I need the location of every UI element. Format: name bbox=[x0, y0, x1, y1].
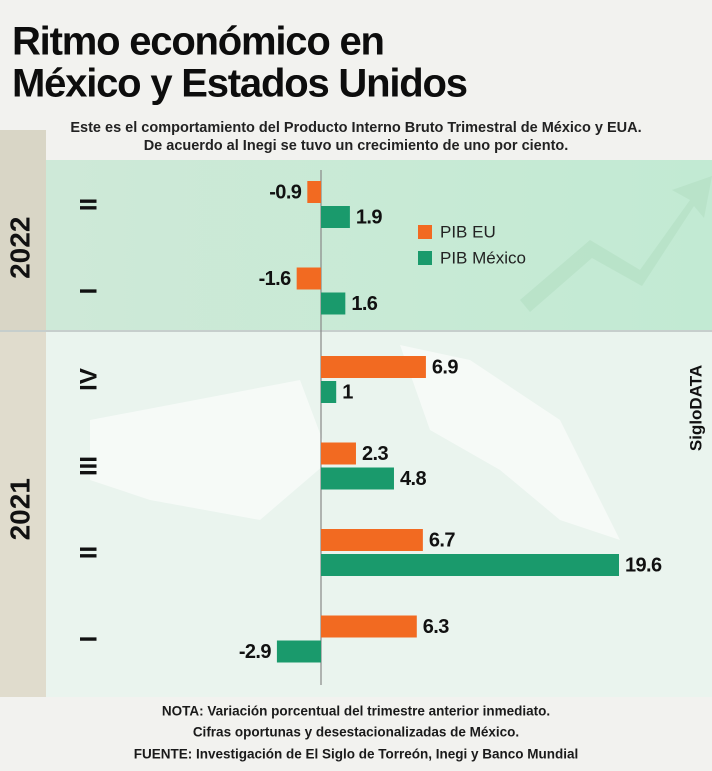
legend-swatch bbox=[418, 251, 432, 265]
value-label: 2.3 bbox=[362, 443, 388, 465]
year-label: 2021 bbox=[4, 478, 35, 540]
legend-swatch bbox=[418, 225, 432, 239]
bar bbox=[321, 356, 426, 378]
year-label: 2022 bbox=[4, 217, 35, 279]
bar bbox=[321, 467, 394, 490]
value-label: 6.3 bbox=[423, 616, 449, 638]
quarter-label: I bbox=[75, 288, 102, 295]
bar bbox=[321, 554, 619, 576]
chart-title: Ritmo económico en bbox=[12, 20, 384, 64]
map-decor bbox=[90, 345, 620, 540]
bar bbox=[307, 181, 321, 203]
value-label: -0.9 bbox=[269, 181, 302, 203]
value-label: -2.9 bbox=[239, 641, 272, 663]
bar bbox=[321, 442, 356, 465]
arrow-decor bbox=[520, 176, 712, 312]
bar bbox=[321, 292, 346, 315]
legend-label: PIB México bbox=[440, 248, 526, 267]
chart-title: México y Estados Unidos bbox=[12, 62, 467, 106]
year-strip bbox=[0, 332, 46, 697]
quarter-label: IV bbox=[75, 368, 102, 391]
bar bbox=[296, 267, 321, 290]
brand: SigloDATA bbox=[686, 365, 705, 451]
quarter-label: II bbox=[75, 546, 102, 559]
note: NOTA: Variación porcentual del trimestre… bbox=[162, 704, 550, 719]
value-label: 6.7 bbox=[429, 529, 455, 551]
value-label: -1.6 bbox=[259, 268, 292, 290]
value-label: 6.9 bbox=[432, 356, 458, 378]
value-label: 1.9 bbox=[356, 206, 382, 228]
bar bbox=[321, 206, 350, 228]
subtitle: Este es el comportamiento del Producto I… bbox=[70, 120, 641, 136]
value-label: 19.6 bbox=[625, 554, 662, 576]
note: FUENTE: Investigación de El Siglo de Tor… bbox=[134, 747, 579, 762]
value-label: 1 bbox=[342, 381, 353, 403]
bar bbox=[321, 615, 417, 638]
quarter-label: I bbox=[75, 636, 102, 643]
quarter-label: II bbox=[75, 198, 102, 211]
bar bbox=[321, 529, 423, 551]
bar bbox=[321, 381, 337, 403]
value-label: 4.8 bbox=[400, 468, 426, 490]
subtitle: De acuerdo al Inegi se tuvo un crecimien… bbox=[144, 138, 569, 154]
legend-label: PIB EU bbox=[440, 222, 496, 241]
bar bbox=[276, 640, 321, 663]
year-strip bbox=[0, 130, 46, 330]
note: Cifras oportunas y desestacionalizadas d… bbox=[193, 725, 519, 740]
quarter-label: III bbox=[75, 456, 102, 476]
value-label: 1.6 bbox=[351, 293, 377, 315]
